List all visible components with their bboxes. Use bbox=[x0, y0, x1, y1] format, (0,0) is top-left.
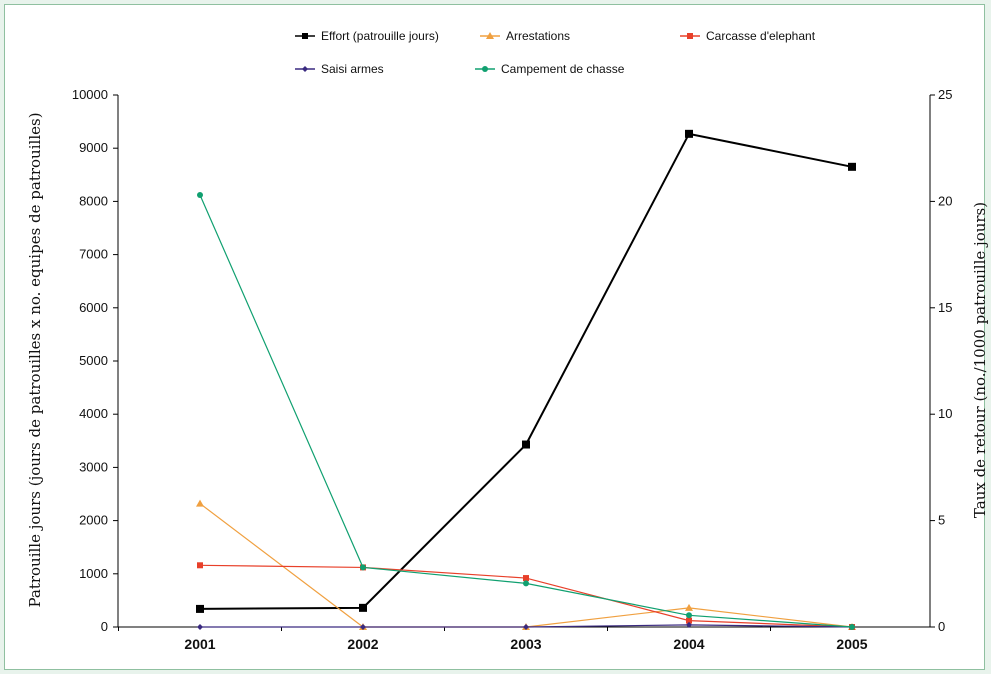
y-tick-label: 7000 bbox=[79, 247, 108, 262]
series-4 bbox=[197, 192, 855, 630]
data-point bbox=[360, 564, 366, 571]
y-axis-title: Patrouille jours (jours de patrouilles x… bbox=[26, 112, 44, 607]
legend-swatch-marker bbox=[302, 33, 308, 39]
legend-item: Saisi armes bbox=[295, 62, 384, 76]
y-tick-label: 5000 bbox=[79, 353, 108, 368]
x-tick-label: 2002 bbox=[347, 636, 378, 652]
legend-label: Campement de chasse bbox=[501, 62, 625, 76]
data-point bbox=[849, 624, 855, 630]
y-tick-label: 8000 bbox=[79, 193, 108, 208]
legend-swatch-marker bbox=[486, 32, 494, 39]
legend-swatch-marker bbox=[482, 66, 488, 72]
legend-item: Campement de chasse bbox=[475, 62, 625, 76]
data-point bbox=[360, 624, 366, 630]
data-point bbox=[686, 621, 692, 628]
series-line bbox=[199, 194, 853, 628]
y2-axis-title: Taux de retour (no./1000 patrouille jour… bbox=[971, 202, 989, 518]
y-tick-label: 4000 bbox=[79, 406, 108, 421]
data-point bbox=[523, 580, 529, 587]
x-tick-label: 2004 bbox=[673, 636, 704, 652]
series-line bbox=[199, 564, 853, 628]
y-tick-label: 1000 bbox=[79, 566, 108, 581]
legend-swatch-marker bbox=[687, 33, 693, 39]
series-0 bbox=[196, 129, 856, 613]
y-tick-label: 6000 bbox=[79, 300, 108, 315]
legend-swatch-marker bbox=[302, 66, 308, 72]
data-point bbox=[686, 612, 692, 619]
legend-label: Saisi armes bbox=[321, 62, 384, 76]
y-tick-label: 9000 bbox=[79, 140, 108, 155]
y2-tick-label: 10 bbox=[938, 406, 952, 421]
legend-item: Carcasse d'elephant bbox=[680, 29, 816, 43]
data-point bbox=[685, 603, 693, 611]
legend-label: Carcasse d'elephant bbox=[706, 29, 816, 43]
legend-label: Arrestations bbox=[506, 29, 570, 43]
y-tick-label: 3000 bbox=[79, 459, 108, 474]
series-layer bbox=[196, 129, 856, 630]
axes-layer: 0100020003000400050006000700080009000100… bbox=[72, 87, 953, 652]
legend-label: Effort (patrouille jours) bbox=[321, 29, 439, 43]
data-point bbox=[523, 624, 529, 630]
x-tick-label: 2001 bbox=[184, 636, 215, 652]
legend-item: Arrestations bbox=[480, 29, 570, 43]
data-point bbox=[196, 499, 204, 507]
y-tick-label: 10000 bbox=[72, 87, 108, 102]
data-point bbox=[197, 562, 203, 569]
series-1 bbox=[196, 499, 856, 630]
y2-tick-label: 15 bbox=[938, 300, 952, 315]
y-tick-label: 2000 bbox=[79, 513, 108, 528]
data-point bbox=[196, 604, 204, 613]
legend: Effort (patrouille jours) Arrestations Car… bbox=[295, 29, 816, 76]
data-point bbox=[359, 603, 367, 612]
y2-tick-label: 0 bbox=[938, 619, 945, 634]
data-point bbox=[848, 162, 856, 171]
series-line bbox=[199, 132, 853, 610]
data-point bbox=[197, 192, 203, 199]
x-tick-label: 2005 bbox=[836, 636, 867, 652]
data-point bbox=[686, 617, 692, 624]
y2-tick-label: 25 bbox=[938, 87, 952, 102]
legend-item: Effort (patrouille jours) bbox=[295, 29, 439, 43]
data-point bbox=[523, 575, 529, 582]
chart-frame bbox=[4, 4, 985, 670]
y2-tick-label: 20 bbox=[938, 193, 952, 208]
data-point bbox=[197, 624, 203, 630]
data-point bbox=[685, 129, 693, 138]
data-point bbox=[522, 440, 530, 449]
y-tick-label: 0 bbox=[101, 619, 108, 634]
x-tick-label: 2003 bbox=[510, 636, 541, 652]
y2-tick-label: 5 bbox=[938, 513, 945, 528]
